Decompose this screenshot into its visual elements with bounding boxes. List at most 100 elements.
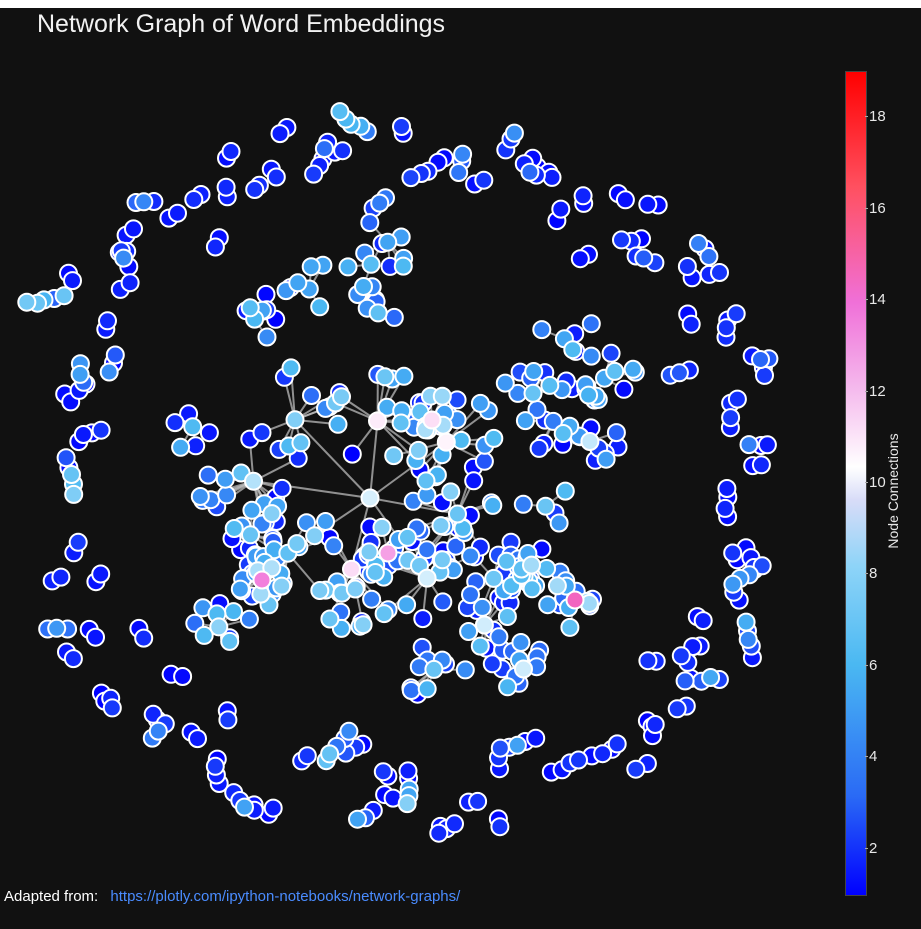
source-link[interactable]: https://plotly.com/ipython-notebooks/net… — [110, 888, 461, 905]
graph-node[interactable] — [497, 551, 517, 571]
graph-node[interactable] — [51, 567, 71, 587]
graph-node[interactable] — [148, 721, 168, 741]
graph-node[interactable] — [417, 540, 437, 560]
graph-node[interactable] — [224, 602, 243, 622]
graph-node[interactable] — [490, 738, 510, 758]
graph-node[interactable] — [302, 386, 321, 405]
graph-node[interactable] — [168, 203, 187, 223]
graph-node[interactable] — [448, 504, 467, 524]
graph-node[interactable] — [235, 797, 254, 817]
graph-node[interactable] — [304, 164, 324, 184]
graph-node[interactable] — [241, 525, 260, 545]
graph-node[interactable] — [333, 141, 353, 161]
graph-node[interactable] — [173, 667, 193, 686]
graph-node[interactable] — [62, 465, 81, 484]
graph-node[interactable] — [757, 435, 777, 455]
graph-node[interactable] — [441, 482, 461, 502]
graph-node[interactable] — [547, 576, 567, 596]
graph-node[interactable] — [752, 556, 772, 576]
graph-node[interactable] — [240, 298, 260, 318]
graph-node[interactable] — [188, 729, 207, 749]
graph-node[interactable] — [416, 471, 436, 491]
graph-node[interactable] — [217, 485, 237, 505]
graph-node[interactable] — [47, 618, 67, 638]
graph-node[interactable] — [398, 761, 418, 781]
graph-node[interactable] — [573, 186, 593, 206]
graph-node[interactable] — [134, 628, 154, 648]
graph-node[interactable] — [199, 423, 219, 443]
graph-node[interactable] — [612, 230, 631, 250]
graph-node[interactable] — [721, 408, 741, 428]
graph-node[interactable] — [751, 455, 771, 475]
graph-node[interactable] — [384, 446, 404, 466]
graph-node[interactable] — [183, 417, 203, 437]
graph-node[interactable] — [417, 568, 437, 588]
graph-node[interactable] — [570, 249, 590, 269]
graph-node[interactable] — [91, 564, 111, 584]
graph-node[interactable] — [370, 193, 390, 213]
graph-node[interactable] — [689, 234, 708, 253]
graph-node[interactable] — [461, 546, 481, 566]
graph-node[interactable] — [401, 681, 421, 700]
graph-node[interactable] — [368, 303, 388, 323]
graph-node[interactable] — [523, 383, 543, 403]
graph-node[interactable] — [372, 517, 392, 537]
graph-node[interactable] — [230, 579, 250, 599]
graph-node[interactable] — [536, 496, 556, 516]
graph-node[interactable] — [717, 479, 737, 498]
graph-node[interactable] — [739, 435, 759, 455]
graph-node[interactable] — [68, 532, 88, 552]
graph-node[interactable] — [606, 423, 626, 443]
graph-node[interactable] — [446, 536, 466, 556]
graph-node[interactable] — [401, 168, 421, 188]
graph-node[interactable] — [360, 488, 380, 508]
graph-node[interactable] — [242, 500, 262, 520]
graph-node[interactable] — [580, 432, 600, 451]
graph-node[interactable] — [365, 563, 385, 582]
graph-node[interactable] — [464, 471, 484, 491]
graph-node[interactable] — [429, 823, 449, 843]
graph-node[interactable] — [563, 340, 583, 360]
graph-node[interactable] — [495, 373, 515, 393]
graph-node[interactable] — [310, 297, 330, 317]
graph-node[interactable] — [239, 609, 259, 629]
graph-node[interactable] — [549, 513, 569, 533]
graph-node[interactable] — [63, 649, 83, 669]
graph-node[interactable] — [359, 542, 379, 562]
graph-node[interactable] — [287, 534, 307, 554]
graph-node[interactable] — [738, 629, 758, 649]
graph-node[interactable] — [205, 237, 225, 257]
graph-node[interactable] — [360, 213, 380, 233]
graph-node[interactable] — [569, 750, 588, 770]
graph-node[interactable] — [468, 791, 488, 811]
graph-node[interactable] — [710, 263, 729, 282]
graph-node[interactable] — [498, 677, 518, 697]
graph-node[interactable] — [522, 555, 541, 575]
graph-node[interactable] — [504, 123, 524, 143]
graph-node[interactable] — [522, 579, 542, 599]
graph-node[interactable] — [330, 102, 350, 122]
graph-node[interactable] — [263, 798, 283, 818]
graph-node[interactable] — [394, 366, 414, 386]
graph-node[interactable] — [361, 254, 381, 274]
graph-node[interactable] — [215, 469, 235, 489]
graph-node[interactable] — [490, 817, 510, 837]
graph-node[interactable] — [332, 387, 351, 407]
graph-node[interactable] — [218, 710, 238, 730]
graph-node[interactable] — [345, 579, 365, 599]
graph-node[interactable] — [244, 471, 263, 491]
graph-node[interactable] — [667, 699, 687, 719]
graph-node[interactable] — [538, 595, 558, 615]
graph-node[interactable] — [553, 424, 573, 443]
graph-node[interactable] — [699, 247, 719, 266]
graph-node[interactable] — [397, 595, 417, 615]
graph-node[interactable] — [474, 170, 494, 190]
graph-node[interactable] — [675, 671, 695, 691]
graph-node[interactable] — [607, 734, 627, 754]
graph-node[interactable] — [245, 180, 265, 199]
graph-node[interactable] — [272, 478, 292, 498]
graph-node[interactable] — [316, 512, 335, 531]
graph-node[interactable] — [459, 622, 479, 641]
graph-node[interactable] — [634, 248, 654, 268]
graph-node[interactable] — [755, 365, 774, 385]
